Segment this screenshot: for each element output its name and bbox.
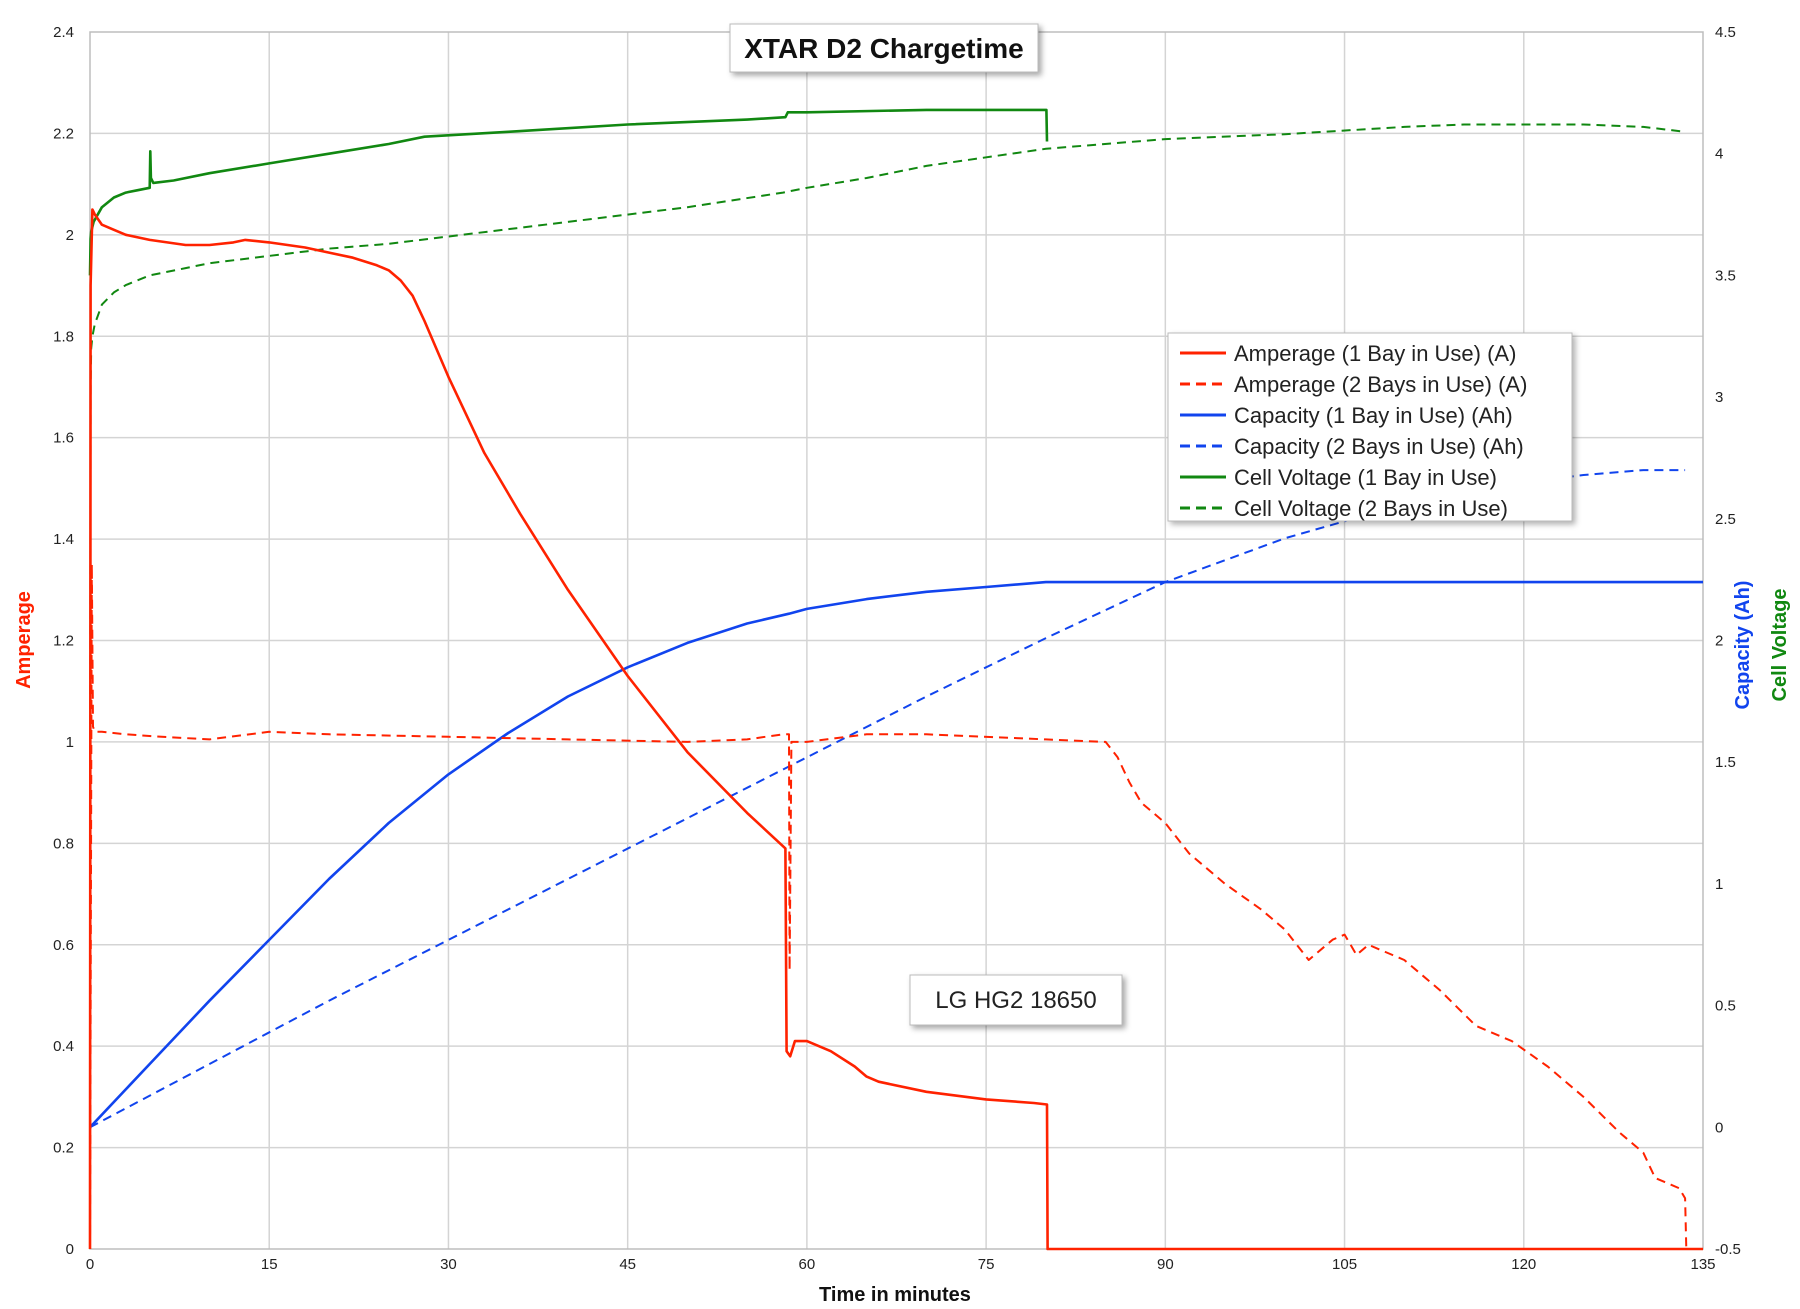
y-left-tick-label: 0.2 xyxy=(53,1140,74,1157)
y-left-tick-label: 1.2 xyxy=(53,633,74,650)
chart-title-box: XTAR D2 Chargetime xyxy=(729,23,1039,73)
y-right-tick-label: 4.5 xyxy=(1715,24,1736,41)
series-line-amperage-2-bays-in-use-a xyxy=(89,563,1688,1250)
x-tick-label: 45 xyxy=(619,1256,636,1273)
y-left-tick-label: 0.8 xyxy=(53,835,74,852)
series-line-capacity-2-bays-in-use-ah xyxy=(89,469,1686,1129)
y-right-tick-label: 0.5 xyxy=(1715,998,1736,1015)
y-left-tick-label: 0.4 xyxy=(53,1038,74,1055)
x-tick-label: 15 xyxy=(261,1256,278,1273)
x-tick-label: 75 xyxy=(978,1256,995,1273)
chart-title-background xyxy=(729,23,1039,73)
y-right-tick-label: 3 xyxy=(1715,389,1723,406)
y-right-voltage-title: Cell Voltage xyxy=(1769,589,1791,702)
x-tick-label: 105 xyxy=(1332,1256,1357,1273)
x-axis-title: Time in minutes xyxy=(819,1284,971,1306)
y-left-tick-label: 0.6 xyxy=(53,937,74,954)
legend-label-amperage-2-bays-in-use-a: Amperage (2 Bays in Use) (A) xyxy=(1234,372,1527,397)
grid-layer xyxy=(90,32,1703,1249)
y-left-tick-label: 1 xyxy=(66,734,74,751)
y-left-tick-label: 1.6 xyxy=(53,430,74,447)
annotation-label: LG HG2 18650 xyxy=(935,987,1096,1014)
y-left-tick-label: 1.8 xyxy=(53,328,74,345)
x-tick-label: 0 xyxy=(86,1256,94,1273)
legend-label-cell-voltage-2-bays-in-use: Cell Voltage (2 Bays in Use) xyxy=(1234,496,1508,521)
y-left-axis-title: Amperage xyxy=(13,591,35,689)
y-right-tick-label: 4 xyxy=(1715,146,1723,163)
series-line-cell-voltage-1-bay-in-use xyxy=(88,108,1049,276)
x-tick-label: 135 xyxy=(1690,1256,1715,1273)
y-left-tick-label: 2.4 xyxy=(53,24,74,41)
x-tick-label: 120 xyxy=(1511,1256,1536,1273)
y-right-tick-label: 2 xyxy=(1715,633,1723,650)
y-left-tick-label: 2 xyxy=(66,227,74,244)
chart-legend: Amperage (1 Bay in Use) (A) Amperage (2 B… xyxy=(1167,332,1573,522)
x-tick-label: 90 xyxy=(1157,1256,1174,1273)
chart-title: XTAR D2 Chargetime xyxy=(744,33,1024,64)
y-right-capacity-title: Capacity (Ah) xyxy=(1732,581,1754,710)
y-right-tick-label: 3.5 xyxy=(1715,267,1736,284)
y-left-tick-label: 0 xyxy=(66,1241,74,1258)
legend-label-capacity-1-bay-in-use-ah: Capacity (1 Bay in Use) (Ah) xyxy=(1234,403,1513,428)
annotation-background xyxy=(909,974,1123,1026)
y-left-tick-label: 2.2 xyxy=(53,125,74,142)
y-right-tick-label: 1 xyxy=(1715,876,1723,893)
y-right-tick-label: 2.5 xyxy=(1715,511,1736,528)
annotation-box: LG HG2 18650 xyxy=(909,974,1123,1026)
tick-layer: 0 15 30 45 60 75 90 105 120 13500.20.40.60.811.21… xyxy=(53,24,1741,1273)
y-right-tick-label: 0 xyxy=(1715,1119,1723,1136)
series-line-amperage-1-bay-in-use-a xyxy=(88,208,1703,1251)
series-layer xyxy=(88,108,1703,1251)
y-right-tick-label: 1.5 xyxy=(1715,754,1736,771)
legend-items: Amperage (1 Bay in Use) (A) Amperage (2 B… xyxy=(1180,341,1527,521)
legend-label-amperage-1-bay-in-use-a: Amperage (1 Bay in Use) (A) xyxy=(1234,341,1516,366)
y-right-tick-label: -0.5 xyxy=(1715,1241,1741,1258)
x-tick-label: 60 xyxy=(799,1256,816,1273)
legend-label-cell-voltage-1-bay-in-use: Cell Voltage (1 Bay in Use) xyxy=(1234,465,1497,490)
y-left-tick-label: 1.4 xyxy=(53,531,74,548)
series-line-capacity-1-bay-in-use-ah xyxy=(89,580,1703,1129)
series-line-cell-voltage-2-bays-in-use xyxy=(89,123,1686,1055)
legend-label-capacity-2-bays-in-use-ah: Capacity (2 Bays in Use) (Ah) xyxy=(1234,434,1524,459)
x-tick-label: 30 xyxy=(440,1256,457,1273)
legend-background xyxy=(1167,332,1573,522)
